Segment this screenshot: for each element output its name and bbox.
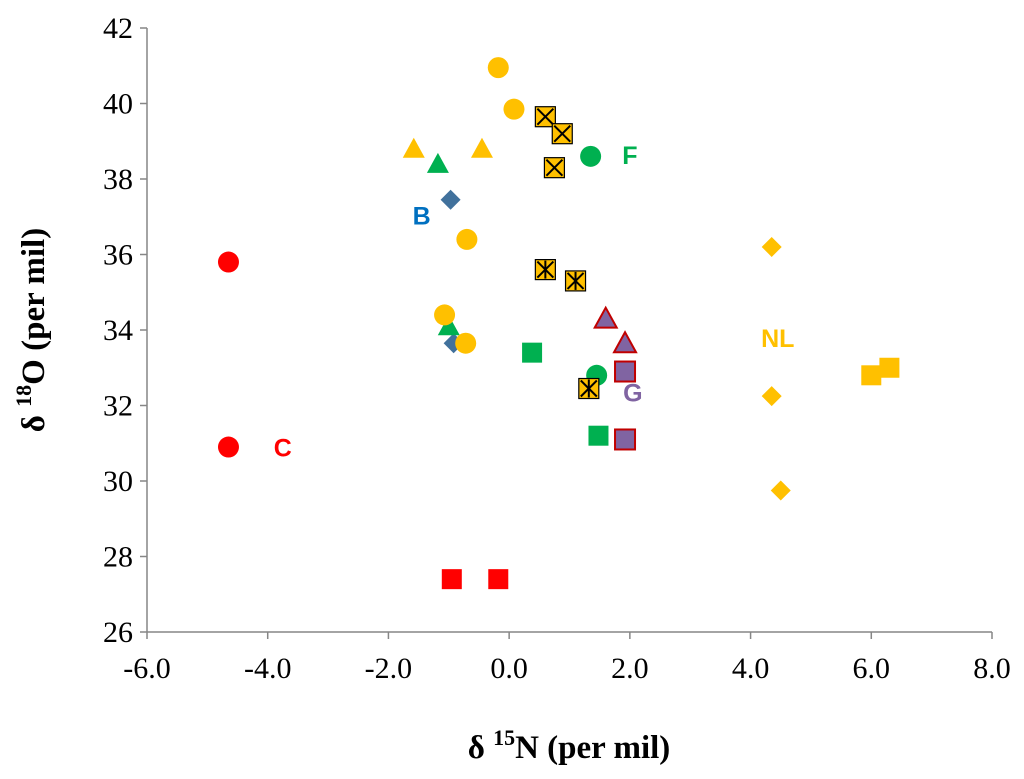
y-tick-label: 40: [103, 88, 133, 121]
data-point-nl-triangle: [402, 137, 425, 158]
group-label-g: G: [623, 380, 642, 408]
x-tick-label: -2.0: [365, 652, 413, 685]
group-labels: C B F NL G: [274, 142, 795, 463]
x-tick-label: 4.0: [732, 652, 770, 685]
data-point-nl-square-star: [578, 377, 600, 400]
data-point-nl-diamond: [761, 236, 782, 257]
y-tick-label: 34: [103, 314, 133, 347]
y-tick-label: 36: [103, 239, 133, 272]
data-point-f-triangle: [426, 152, 449, 173]
data-point-nl-square-star: [564, 270, 587, 292]
marker-cross-line: [545, 158, 564, 177]
group-label-nl: NL: [761, 325, 794, 353]
data-point-nl-circle: [434, 304, 456, 326]
axes: [146, 28, 992, 633]
x-tick-label: 6.0: [853, 652, 891, 685]
data-points: [217, 57, 900, 590]
data-point-nl-diamond: [761, 386, 782, 407]
x-axis-title-prefix: δ: [468, 730, 493, 766]
x-tick-label: -6.0: [123, 652, 171, 685]
x-tick-label: -4.0: [244, 652, 292, 685]
y-tick-label: 32: [103, 390, 133, 423]
y-tick-label: 26: [103, 616, 133, 649]
data-point-g-square: [614, 360, 637, 383]
y-axis-title-main: O (per mil): [16, 228, 52, 385]
group-label-f: F: [622, 142, 637, 170]
y-tick-label: 30: [103, 465, 133, 498]
data-point-c-square: [488, 569, 509, 590]
x-tick-label: 8.0: [973, 652, 1011, 685]
x-tick-label: 0.0: [490, 652, 528, 685]
data-point-nl-square-x: [551, 123, 573, 145]
data-point-nl-square: [879, 357, 900, 378]
x-axis-title-superscript: 15: [493, 725, 515, 750]
data-point-f-circle: [580, 145, 602, 167]
data-point-g-square: [614, 428, 637, 451]
data-point-nl-square: [861, 365, 882, 386]
y-axis-title: δ 18O (per mil): [11, 228, 52, 432]
y-tick-label: 28: [103, 541, 133, 574]
y-axis-title-prefix: δ: [16, 407, 52, 432]
data-point-f-square: [522, 342, 543, 363]
data-point-f-triangle: [437, 315, 460, 336]
marker-cross-line: [536, 108, 555, 126]
marker-cross-line: [553, 124, 571, 143]
data-point-c-square: [441, 569, 462, 590]
data-point-f-square: [588, 425, 609, 446]
group-label-b: B: [413, 202, 431, 230]
data-point-nl-circle: [455, 332, 477, 354]
y-tick-label: 42: [103, 12, 133, 45]
data-point-b-diamond: [440, 189, 461, 210]
data-point-nl-square-x: [543, 157, 566, 179]
data-point-g-triangle: [593, 305, 619, 329]
x-axis-title-main: N (per mil): [515, 730, 670, 766]
data-point-nl-circle: [487, 57, 509, 79]
data-point-g-triangle: [612, 330, 638, 354]
x-axis-title: δ 15N (per mil): [468, 725, 671, 766]
data-point-nl-square-star: [534, 259, 556, 281]
y-tick-label: 38: [103, 163, 133, 196]
data-point-nl-circle: [456, 228, 478, 250]
data-point-nl-diamond: [770, 480, 791, 501]
data-point-nl-triangle: [470, 137, 493, 158]
data-point-c-circle: [217, 251, 239, 273]
data-point-c-circle: [217, 436, 239, 458]
tick-group: -6.0 -4.0 -2.0 0.0 2.0 4.0 6.0 8.0 26 28 30 32 34 36 3…: [103, 12, 1011, 685]
y-axis-title-superscript: 18: [11, 385, 36, 407]
data-point-nl-square-x: [534, 106, 556, 128]
x-tick-label: 2.0: [611, 652, 649, 685]
group-label-c: C: [274, 434, 292, 462]
data-point-nl-circle: [503, 98, 525, 120]
